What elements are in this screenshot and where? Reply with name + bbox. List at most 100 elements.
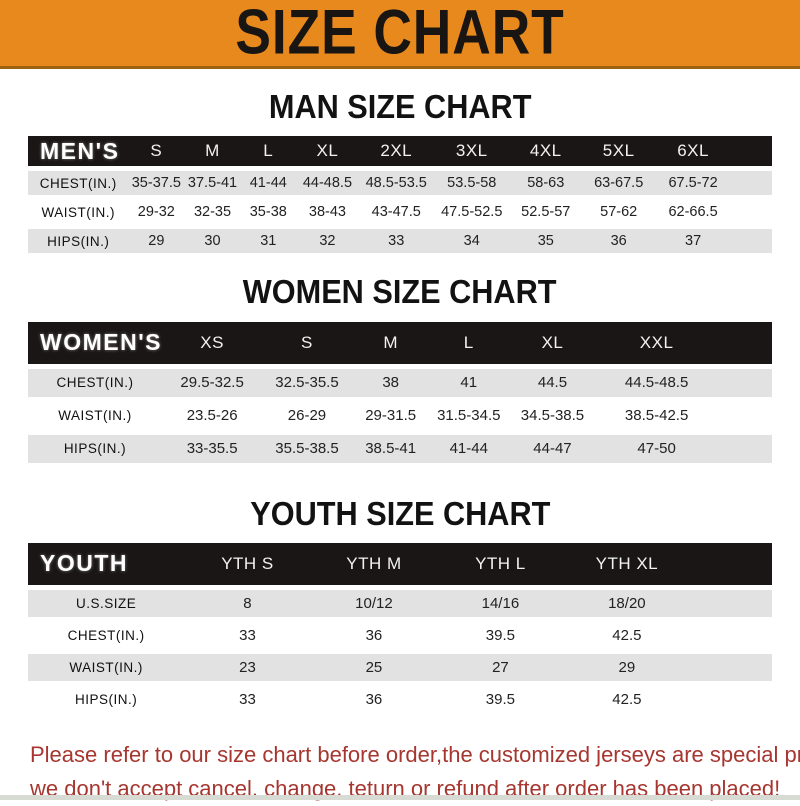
table-row: CHEST(IN.) 33 36 39.5 42.5 [28, 621, 772, 649]
size-value-cell: 36 [581, 229, 656, 254]
size-value-cell: 36 [310, 685, 438, 713]
size-value-cell: 37.5-41 [184, 171, 241, 196]
spacer-cell [716, 321, 772, 364]
size-value-cell: 29.5-32.5 [161, 368, 263, 397]
size-value-cell: 41 [429, 368, 508, 397]
size-value-cell: 39.5 [437, 685, 564, 713]
size-value-cell: 23.5-26 [161, 401, 263, 430]
size-column-header: 2XL [359, 136, 434, 167]
size-value-cell: 53.5-58 [433, 171, 511, 196]
men-section-title-text: MAN SIZE CHART [268, 88, 532, 125]
spacer-cell [730, 200, 772, 225]
men-table-header-row: MEN'S S M L XL 2XL 3XL 4XL 5XL 6XL [28, 136, 772, 167]
row-label: CHEST(IN.) [28, 368, 162, 397]
size-value-cell: 26-29 [262, 401, 352, 430]
size-value-cell: 41-44 [240, 171, 296, 196]
spacer-cell [716, 368, 772, 397]
size-value-cell: 42.5 [563, 685, 691, 713]
size-value-cell: 32.5-35.5 [262, 368, 352, 397]
size-value-cell: 44.5 [507, 368, 598, 397]
spacer-cell [690, 653, 772, 681]
row-label: U.S.SIZE [28, 589, 185, 617]
table-row: CHEST(IN.) 29.5-32.5 32.5-35.5 38 41 44.… [28, 368, 772, 397]
size-value-cell: 35 [510, 229, 582, 254]
size-value-cell: 35-37.5 [128, 171, 185, 196]
size-chart-banner: SIZE CHART [0, 0, 800, 69]
women-table-header-row: WOMEN'S XS S M L XL XXL [28, 321, 772, 364]
size-column-header: M [184, 136, 241, 167]
size-value-cell: 35-38 [240, 200, 296, 225]
size-value-cell: 32-35 [184, 200, 241, 225]
spacer-cell [690, 542, 772, 585]
banner-title: SIZE CHART [235, 0, 565, 68]
disclaimer-line-2: we don't accept cancel, change, teturn o… [30, 775, 781, 801]
women-section-title: WOMEN SIZE CHART [0, 273, 800, 311]
size-value-cell: 67.5-72 [655, 171, 731, 196]
row-label: HIPS(IN.) [28, 229, 129, 254]
size-value-cell: 33 [184, 685, 311, 713]
women-size-table: WOMEN'S XS S M L XL XXL CHEST(IN.) 29.5-… [28, 317, 772, 468]
size-value-cell: 33 [359, 229, 434, 254]
bottom-edge-strip [0, 795, 800, 800]
size-column-header: M [351, 321, 430, 364]
size-value-cell: 35.5-38.5 [262, 434, 352, 463]
size-value-cell: 52.5-57 [510, 200, 582, 225]
size-value-cell: 42.5 [563, 621, 691, 649]
size-value-cell: 10/12 [310, 589, 438, 617]
spacer-cell [716, 434, 772, 463]
size-value-cell: 41-44 [429, 434, 508, 463]
youth-table-header-row: YOUTH YTH S YTH M YTH L YTH XL [28, 542, 772, 585]
size-column-header: YTH S [184, 542, 311, 585]
youth-section-title-text: YOUTH SIZE CHART [249, 494, 551, 532]
size-value-cell: 47.5-52.5 [433, 200, 511, 225]
men-table-corner-label: MEN'S [28, 136, 129, 167]
table-row: U.S.SIZE 8 10/12 14/16 18/20 [28, 589, 772, 617]
youth-section-title: YOUTH SIZE CHART [0, 494, 800, 532]
size-value-cell: 29 [128, 229, 185, 254]
size-value-cell: 33-35.5 [161, 434, 263, 463]
size-column-header: XL [295, 136, 360, 167]
spacer-cell [716, 401, 772, 430]
row-label: CHEST(IN.) [28, 171, 129, 196]
size-value-cell: 14/16 [437, 589, 564, 617]
size-column-header: XL [507, 321, 598, 364]
size-value-cell: 38.5-42.5 [597, 401, 717, 430]
row-label: HIPS(IN.) [28, 434, 162, 463]
table-row: WAIST(IN.) 29-32 32-35 35-38 38-43 43-47… [28, 200, 772, 225]
size-column-header: YTH XL [563, 542, 691, 585]
row-label: CHEST(IN.) [28, 621, 185, 649]
table-row: WAIST(IN.) 23 25 27 29 [28, 653, 772, 681]
disclaimer-line-1: Please refer to our size chart before or… [30, 741, 800, 767]
size-value-cell: 44.5-48.5 [597, 368, 717, 397]
men-section-title: MAN SIZE CHART [0, 88, 800, 125]
table-row: CHEST(IN.) 35-37.5 37.5-41 41-44 44-48.5… [28, 171, 772, 196]
spacer-cell [730, 136, 772, 167]
size-value-cell: 38 [351, 368, 430, 397]
size-column-header: YTH L [437, 542, 564, 585]
size-value-cell: 31.5-34.5 [429, 401, 508, 430]
size-value-cell: 62-66.5 [655, 200, 731, 225]
size-value-cell: 37 [655, 229, 731, 254]
size-value-cell: 39.5 [437, 621, 564, 649]
size-value-cell: 34 [433, 229, 511, 254]
size-value-cell: 63-67.5 [581, 171, 656, 196]
youth-size-table: YOUTH YTH S YTH M YTH L YTH XL U.S.SIZE … [28, 538, 772, 718]
women-section-title-text: WOMEN SIZE CHART [243, 273, 557, 311]
row-label: HIPS(IN.) [28, 685, 185, 713]
size-value-cell: 38.5-41 [351, 434, 430, 463]
size-column-header: 3XL [433, 136, 511, 167]
spacer-cell [690, 621, 772, 649]
size-column-header: S [128, 136, 185, 167]
size-value-cell: 44-47 [507, 434, 598, 463]
table-row: HIPS(IN.) 29 30 31 32 33 34 35 36 37 [28, 229, 772, 254]
spacer-cell [730, 171, 772, 196]
size-column-header: L [240, 136, 296, 167]
size-column-header: YTH M [310, 542, 438, 585]
table-row: HIPS(IN.) 33-35.5 35.5-38.5 38.5-41 41-4… [28, 434, 772, 463]
size-value-cell: 30 [184, 229, 241, 254]
table-row: WAIST(IN.) 23.5-26 26-29 29-31.5 31.5-34… [28, 401, 772, 430]
size-value-cell: 58-63 [510, 171, 582, 196]
size-value-cell: 48.5-53.5 [359, 171, 434, 196]
size-column-header: L [429, 321, 508, 364]
table-row: HIPS(IN.) 33 36 39.5 42.5 [28, 685, 772, 713]
